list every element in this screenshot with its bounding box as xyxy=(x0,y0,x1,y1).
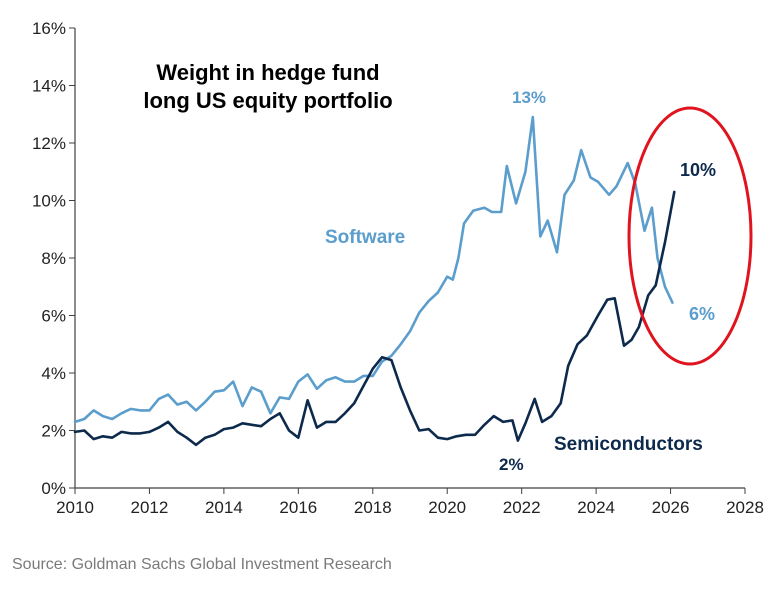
x-tick-label: 2012 xyxy=(131,498,169,517)
y-tick-label: 8% xyxy=(41,249,66,268)
x-tick-label: 2020 xyxy=(428,498,466,517)
x-tick-label: 2024 xyxy=(577,498,615,517)
y-tick-label: 4% xyxy=(41,364,66,383)
software-end-label: 6% xyxy=(689,304,715,324)
y-tick-label: 16% xyxy=(32,19,66,38)
y-tick-label: 0% xyxy=(41,479,66,498)
semis-low-label: 2% xyxy=(499,455,524,474)
x-tick-label: 2018 xyxy=(354,498,392,517)
x-tick-label: 2014 xyxy=(205,498,243,517)
y-tick-label: 10% xyxy=(32,192,66,211)
chart-title-line-2: long US equity portfolio xyxy=(143,88,392,113)
x-tick-label: 2016 xyxy=(279,498,317,517)
software-series-line xyxy=(73,115,674,424)
x-tick-label: 2022 xyxy=(503,498,541,517)
y-tick-label: 2% xyxy=(41,422,66,441)
axes: 0% 2% 4% 6% 8% 10% 12% 14% 16% 2010 2012 2014 2016 20… xyxy=(32,19,764,517)
y-tick-label: 12% xyxy=(32,134,66,153)
x-tick-label: 2026 xyxy=(652,498,690,517)
software-peak-label: 13% xyxy=(512,88,546,107)
semiconductors-series-line xyxy=(73,190,676,447)
x-tick-label: 2028 xyxy=(726,498,764,517)
x-tick-label: 2010 xyxy=(56,498,94,517)
series-layer xyxy=(73,115,676,447)
y-tick-label: 14% xyxy=(32,77,66,96)
semis-end-label: 10% xyxy=(680,160,716,180)
source-note: Source: Goldman Sachs Global Investment … xyxy=(12,556,392,573)
highlight-ellipse xyxy=(627,106,753,366)
chart-title-line-1: Weight in hedge fund xyxy=(156,60,379,85)
y-tick-label: 6% xyxy=(41,307,66,326)
semiconductors-series-label: Semiconductors xyxy=(554,434,703,455)
software-series-label: Software xyxy=(325,227,405,248)
